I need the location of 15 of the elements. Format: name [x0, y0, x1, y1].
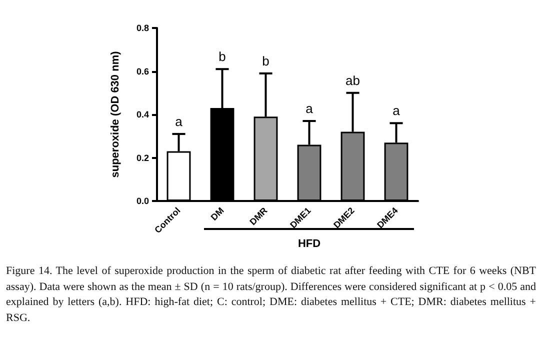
annotation: b — [218, 49, 226, 64]
y-tick-label: 0.4 — [136, 110, 149, 120]
y-tick-label: 0.0 — [136, 196, 149, 206]
y-tick-label: 0.2 — [136, 152, 149, 163]
text: HFD — [296, 238, 322, 250]
annotation: a — [306, 100, 314, 116]
x-tick-label: DM — [208, 205, 226, 222]
annotation: a — [175, 114, 184, 129]
y-tick-label: 0.6 — [136, 66, 149, 76]
annotation: a — [392, 103, 401, 118]
annotation: b — [262, 53, 270, 68]
annotation: ab — [346, 72, 360, 88]
y-axis-title: superoxide (OD 630 nm) — [110, 50, 122, 178]
caption: Figure 14. The level of superoxide production in the sperm of diabetic rat after feeding with CTE for 6 weeks (NBT assay). Data were shown as the mean ± SD (n = 10 rats/group). Differences were considered significant at p < 0.05 and explained by letters (a,b). HFD: high-fat diet; C: control; DME: diabetes mellitus + CTE; DMR: diabetes mellitus + RSG. — [6, 264, 536, 326]
y-tick-label: 0.8 — [136, 23, 149, 33]
